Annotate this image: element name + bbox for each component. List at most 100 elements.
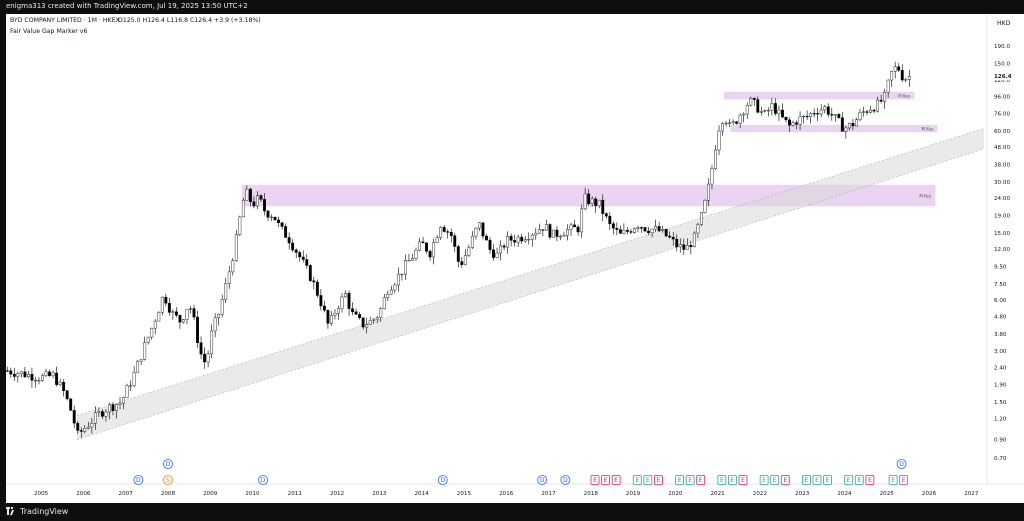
candle-body	[298, 252, 302, 258]
candle-body	[136, 360, 140, 373]
candle-body	[502, 245, 506, 248]
candle-body	[590, 198, 594, 204]
candle-body	[886, 79, 890, 93]
last-price-label: 126.4	[994, 74, 1012, 80]
candle-body	[559, 236, 562, 238]
candle-body	[111, 404, 115, 411]
y-tick-label: 150.0	[994, 61, 1010, 67]
y-tick-label: 7.50	[994, 282, 1007, 288]
dividend-marker-label: D	[261, 477, 266, 484]
candle-body	[118, 402, 122, 405]
candle-body	[643, 227, 647, 232]
candle-body	[795, 122, 798, 125]
candle-body	[294, 249, 298, 253]
candle-body	[259, 195, 263, 200]
candle-body	[182, 319, 185, 323]
candle-body	[122, 397, 125, 404]
y-tick-label: 12.00	[994, 247, 1010, 253]
candle-body	[167, 303, 171, 313]
candle-body	[640, 227, 643, 229]
x-tick-label: 2022	[753, 491, 767, 497]
candle-body	[210, 330, 214, 355]
candle-body	[277, 219, 281, 223]
candle-body	[488, 239, 492, 250]
dividend-marker	[560, 475, 571, 485]
dividend-marker	[163, 459, 173, 469]
indicator-label: Fair Value Gap Marker v6	[10, 28, 87, 35]
candle-body	[280, 222, 284, 227]
candle-body	[372, 318, 376, 321]
candle-body	[474, 227, 478, 237]
candle-body	[876, 99, 880, 112]
candle-body	[104, 411, 108, 417]
candle-body	[847, 122, 851, 129]
top-bar: enigma313 created with TradingView.com, …	[0, 0, 1024, 14]
currency-label: HKD	[997, 20, 1011, 27]
candle-body	[499, 245, 503, 254]
y-tick-label: 6.00	[994, 298, 1007, 304]
candle-body	[319, 295, 323, 307]
candle-body	[361, 317, 365, 328]
candle-body	[146, 336, 150, 343]
candle-body	[837, 114, 841, 118]
dividend-marker-label: D	[540, 477, 545, 484]
candle-body	[368, 320, 372, 325]
y-tick-label: 48.00	[994, 145, 1010, 151]
earnings-marker	[823, 475, 832, 485]
candle-body	[763, 110, 767, 112]
y-tick-label: 96.00	[994, 94, 1010, 100]
candle-body	[115, 404, 118, 411]
candles	[5, 61, 911, 438]
candle-body	[308, 265, 312, 281]
candle-body	[76, 422, 80, 431]
candle-body	[569, 224, 573, 230]
candle-body	[23, 371, 27, 378]
x-tick-label: 2016	[499, 491, 514, 497]
candle-body	[178, 315, 182, 323]
dividend-marker	[437, 475, 448, 485]
candle-body	[143, 342, 147, 360]
candle-body	[164, 296, 168, 304]
earnings-marker	[738, 475, 748, 485]
earnings-marker-label: E	[720, 477, 724, 484]
tradingview-logo[interactable]: TradingView	[6, 507, 68, 516]
candle-body	[580, 208, 584, 233]
candle-body	[576, 226, 580, 233]
candle-body	[273, 216, 277, 221]
candle-body	[784, 116, 788, 121]
candle-body	[689, 245, 693, 248]
ohlc-label: O125.0 H126.4 L116.8 C126.4 +3.9 (+3.18%…	[118, 17, 261, 24]
earnings-marker-label: E	[604, 477, 608, 484]
trend-channel-upper-line	[76, 128, 985, 416]
candle-body	[174, 311, 178, 316]
author-line: enigma313 created with TradingView.com, …	[6, 2, 248, 10]
candle-body	[256, 195, 259, 207]
candle-body	[629, 231, 633, 233]
candle-body	[425, 242, 429, 252]
earnings-marker	[759, 475, 769, 485]
candle-body	[594, 198, 598, 207]
candle-body	[139, 359, 143, 362]
candle-body	[900, 70, 904, 81]
fvg-zone	[723, 91, 915, 100]
candle-body	[485, 235, 488, 241]
candle-body	[439, 227, 443, 238]
tradingview-brand-text: TradingView	[20, 507, 69, 516]
candle-body	[717, 130, 721, 151]
earnings-marker-label: E	[773, 477, 777, 484]
x-tick-label: 2015	[457, 491, 472, 497]
candle-body	[344, 292, 347, 298]
candle-body	[171, 311, 175, 313]
candle-body	[844, 127, 848, 132]
candle-body	[749, 97, 753, 106]
candle-body	[823, 106, 827, 111]
candle-body	[34, 380, 37, 382]
candle-body	[551, 229, 555, 238]
candle-body	[495, 252, 499, 258]
earnings-marker	[865, 475, 875, 485]
candle-body	[266, 210, 270, 218]
x-tick-label: 2026	[922, 491, 937, 497]
candle-body	[541, 229, 545, 231]
candle-body	[291, 242, 295, 251]
